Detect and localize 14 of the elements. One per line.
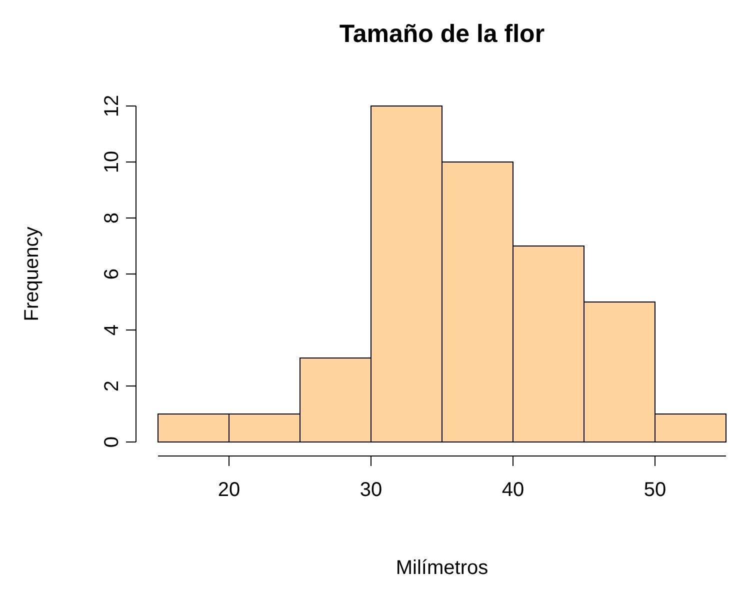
chart-title: Tamaño de la flor [339, 20, 545, 48]
x-tick-label: 30 [360, 479, 382, 501]
y-tick-label: 10 [101, 150, 123, 174]
y-tick-label: 4 [101, 324, 123, 336]
y-tick-label: 6 [101, 268, 123, 280]
y-tick-label: 8 [101, 212, 123, 224]
y-tick-label: 0 [101, 436, 123, 448]
x-tick-label: 50 [644, 479, 666, 501]
y-tick-label: 12 [101, 94, 123, 118]
x-tick-label: 40 [502, 479, 524, 501]
x-tick-label: 20 [218, 479, 240, 501]
y-axis-title: Frequency [21, 226, 43, 322]
y-tick-label: 2 [101, 380, 123, 392]
x-axis-title: Milímetros [396, 557, 488, 579]
